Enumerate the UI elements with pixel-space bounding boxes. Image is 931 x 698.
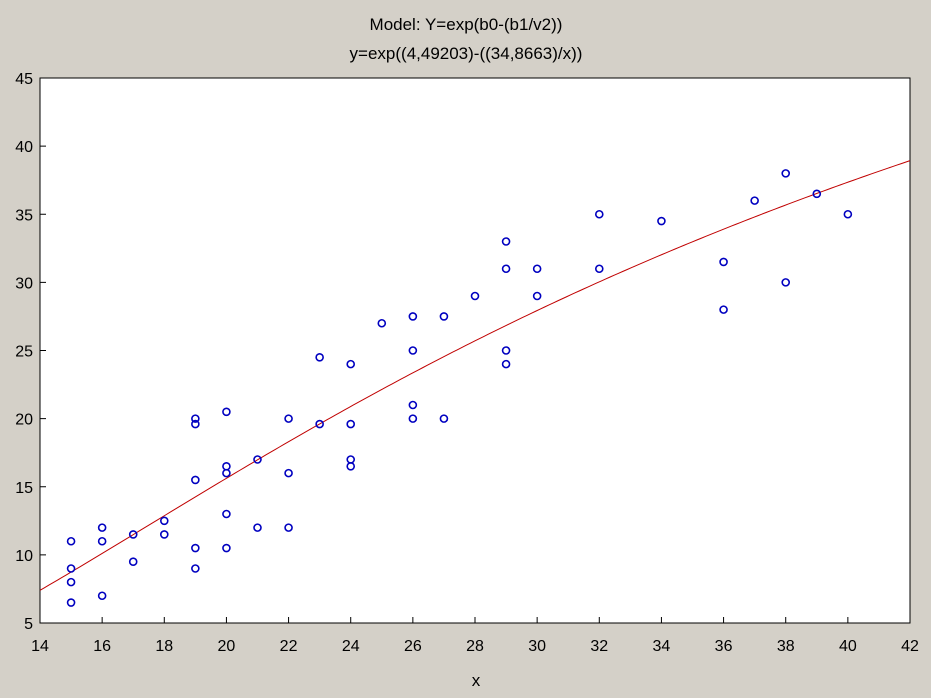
data-point [97, 536, 107, 546]
data-point [470, 291, 480, 301]
data-point [191, 414, 200, 423]
data-point [408, 346, 418, 355]
data-point [408, 312, 418, 321]
data-point [97, 523, 107, 532]
y-tick-label: 30 [15, 275, 33, 292]
y-tick-label: 25 [15, 344, 33, 361]
data-point [253, 455, 262, 464]
data-point [315, 419, 324, 429]
data-point [750, 196, 759, 205]
data-point [501, 346, 511, 355]
y-tick-label: 45 [15, 71, 33, 88]
x-tick-label: 42 [901, 638, 919, 655]
x-axis-label: x [472, 671, 481, 690]
x-tick-label: 24 [342, 638, 360, 655]
data-point [501, 237, 511, 246]
y-tick-label: 20 [15, 412, 33, 429]
data-point [346, 359, 356, 369]
y-tick-label: 5 [24, 616, 33, 633]
data-point [159, 530, 169, 539]
x-tick-label: 30 [528, 638, 546, 655]
data-point [222, 509, 231, 519]
x-tick-label: 38 [777, 638, 795, 655]
fit-curve [39, 160, 911, 591]
x-tick-label: 22 [280, 638, 298, 655]
data-point [657, 216, 666, 226]
x-tick-label: 28 [466, 638, 484, 655]
data-point [159, 516, 169, 526]
y-tick-label: 35 [15, 207, 33, 224]
fit-line-layer [39, 160, 911, 591]
x-tick-label: 36 [715, 638, 733, 655]
data-point [128, 557, 138, 566]
x-axis: 14 16 18 20 22 24 26 28 30 32 34 36 38 40 42 [31, 617, 919, 655]
x-tick-label: 16 [93, 638, 111, 655]
data-point [532, 264, 542, 274]
data-point [594, 264, 604, 274]
y-tick-label: 40 [15, 139, 33, 156]
points-layer [66, 169, 853, 607]
data-point [97, 591, 107, 601]
data-point [781, 278, 791, 287]
data-point [346, 419, 356, 429]
data-point [532, 291, 542, 301]
data-point [377, 318, 387, 328]
data-point [191, 475, 200, 485]
data-point [66, 536, 76, 546]
data-point [191, 419, 200, 429]
x-tick-label: 34 [653, 638, 671, 655]
chart-title: Model: Y=exp(b0-(b1/v2)) [370, 15, 563, 34]
data-point [222, 407, 231, 417]
y-tick-label: 15 [15, 480, 33, 497]
data-point [66, 577, 76, 587]
data-point [408, 414, 418, 423]
x-tick-label: 18 [155, 638, 173, 655]
data-point [439, 414, 449, 423]
data-point [346, 462, 356, 471]
data-point [719, 305, 728, 314]
data-point [594, 209, 604, 219]
data-point [408, 400, 418, 410]
data-point [812, 189, 822, 199]
x-tick-label: 26 [404, 638, 422, 655]
data-point [781, 169, 791, 178]
plot-area [39, 77, 911, 624]
data-point [501, 264, 511, 274]
data-point [191, 564, 200, 573]
data-point [191, 543, 200, 553]
data-point [253, 523, 262, 532]
data-point [843, 209, 853, 219]
data-point [222, 543, 231, 553]
x-tick-label: 32 [590, 638, 608, 655]
data-point [66, 564, 76, 573]
x-tick-label: 14 [31, 638, 49, 655]
data-point [315, 353, 324, 362]
x-tick-label: 40 [839, 638, 857, 655]
chart-subtitle: y=exp((4,49203)-((34,8663)/x)) [350, 44, 583, 63]
data-point [284, 523, 293, 532]
y-axis: 5 10 15 20 25 30 35 40 45 [15, 71, 46, 633]
x-tick-label: 20 [218, 638, 236, 655]
data-point [128, 530, 138, 539]
data-point [284, 414, 293, 423]
data-point [66, 598, 76, 607]
data-point [284, 468, 293, 478]
data-point [222, 468, 231, 478]
y-tick-label: 10 [15, 548, 33, 565]
data-point [501, 359, 511, 369]
data-point [439, 312, 449, 321]
data-point [719, 257, 728, 267]
